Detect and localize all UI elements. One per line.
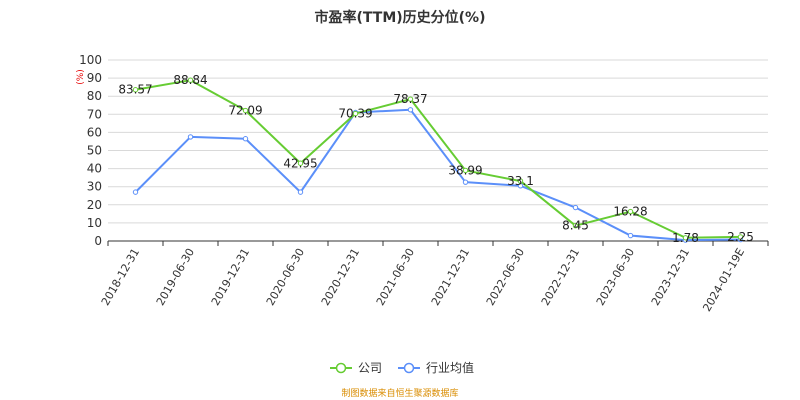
data-label: 42.95 <box>283 156 317 170</box>
data-label: 38.99 <box>448 163 482 177</box>
legend-swatch-marker <box>403 362 415 374</box>
data-point[interactable] <box>132 87 139 93</box>
legend-label: 行业均值 <box>426 360 474 375</box>
data-point[interactable] <box>132 189 139 195</box>
legend-item-0[interactable]: 公司 <box>330 361 382 375</box>
data-point[interactable] <box>682 235 689 241</box>
data-point[interactable] <box>737 234 744 240</box>
x-tick-label: 2023-06-30 <box>594 246 637 308</box>
data-point[interactable] <box>572 204 579 211</box>
x-tick-label: 2024-01-19E <box>700 246 747 314</box>
data-point[interactable] <box>297 160 304 166</box>
data-label: 1.78 <box>672 231 699 245</box>
data-point[interactable] <box>627 208 634 215</box>
y-tick-label: 10 <box>87 216 102 230</box>
data-point[interactable] <box>187 134 194 140</box>
data-point[interactable] <box>187 77 194 83</box>
data-point[interactable] <box>407 107 414 113</box>
source-note: 制图数据来自恒生聚源数据库 <box>341 387 458 399</box>
data-label: 33.1 <box>507 174 534 188</box>
y-tick-label: 30 <box>87 180 102 194</box>
series-line-1 <box>134 108 741 242</box>
data-point[interactable] <box>462 167 469 174</box>
y-tick-label: 0 <box>94 234 102 248</box>
y-axis-unit: (%) <box>76 69 86 85</box>
data-label: 83.57 <box>118 83 152 97</box>
data-label: 2.25 <box>727 230 754 244</box>
data-label: 70.39 <box>338 107 372 121</box>
chart-title: 市盈率(TTM)历史分位(%) <box>315 9 486 26</box>
legend-label: 公司 <box>358 361 382 375</box>
y-tick-label: 90 <box>87 71 102 85</box>
y-tick-label: 20 <box>87 198 102 212</box>
x-tick-label: 2021-12-31 <box>429 246 472 308</box>
y-tick-label: 70 <box>87 107 102 121</box>
data-point[interactable] <box>297 189 304 195</box>
data-label: 8.45 <box>562 219 589 233</box>
data-point[interactable] <box>352 110 359 117</box>
x-tick-label: 2019-06-30 <box>154 246 197 308</box>
data-label: 78.37 <box>393 92 427 106</box>
x-tick-label: 2021-06-30 <box>374 246 417 308</box>
x-tick-label: 2020-06-30 <box>264 246 307 308</box>
data-point[interactable] <box>627 232 634 239</box>
series-line-0 <box>135 79 741 239</box>
legend-swatch-marker <box>335 362 347 374</box>
y-tick-label: 100 <box>79 53 102 67</box>
data-point[interactable] <box>462 179 469 185</box>
data-point[interactable] <box>242 107 249 114</box>
y-tick-label: 40 <box>87 162 102 176</box>
x-tick-label: 2022-06-30 <box>484 246 527 308</box>
y-tick-label: 60 <box>87 125 102 139</box>
x-tick-label: 2019-12-31 <box>209 246 252 308</box>
data-point[interactable] <box>242 136 249 142</box>
data-point[interactable] <box>572 223 579 229</box>
data-label: 16.28 <box>613 205 647 219</box>
data-point[interactable] <box>407 96 414 102</box>
x-tick-label: 2020-12-31 <box>319 246 362 308</box>
x-tick-label: 2023-12-31 <box>649 246 692 308</box>
data-point[interactable] <box>517 178 524 184</box>
data-label: 88.84 <box>173 73 207 87</box>
data-label: 72.09 <box>228 104 262 118</box>
legend-item-1[interactable]: 行业均值 <box>398 360 474 375</box>
x-tick-label: 2022-12-31 <box>539 246 582 308</box>
y-tick-label: 80 <box>87 89 102 103</box>
y-tick-label: 50 <box>87 144 102 158</box>
x-tick-label: 2018-12-31 <box>99 246 142 308</box>
